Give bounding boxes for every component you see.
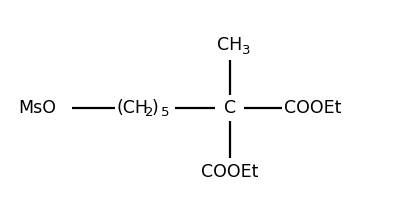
Text: ): ) (152, 99, 158, 117)
Text: COOEt: COOEt (283, 99, 341, 117)
Text: CH: CH (217, 36, 242, 54)
Text: 5: 5 (161, 106, 169, 119)
Text: COOEt: COOEt (201, 163, 258, 181)
Text: (CH: (CH (117, 99, 149, 117)
Text: C: C (223, 99, 235, 117)
Text: 2: 2 (145, 106, 153, 119)
Text: MsO: MsO (18, 99, 56, 117)
Text: 3: 3 (242, 43, 250, 57)
